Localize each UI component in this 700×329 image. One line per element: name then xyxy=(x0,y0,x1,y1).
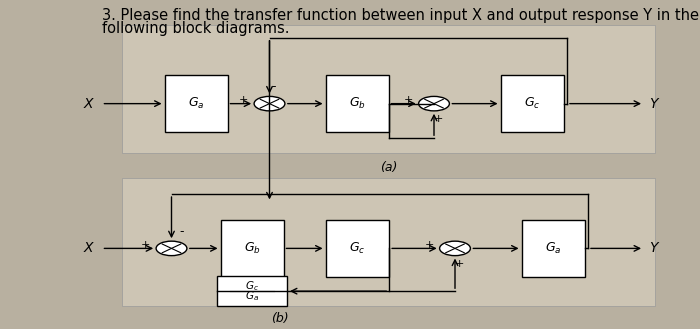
Bar xyxy=(522,220,584,277)
Bar xyxy=(220,220,284,277)
Text: 3. Please find the transfer function between input X and output response Y in th: 3. Please find the transfer function bet… xyxy=(102,8,699,23)
Circle shape xyxy=(254,96,285,111)
Text: -: - xyxy=(272,80,276,93)
Text: (b): (b) xyxy=(271,312,289,325)
Bar xyxy=(122,178,654,306)
Text: +: + xyxy=(141,240,150,250)
Text: (a): (a) xyxy=(380,161,397,174)
Text: X: X xyxy=(83,241,93,255)
Bar xyxy=(326,75,388,132)
Bar xyxy=(217,276,287,306)
Bar xyxy=(164,75,228,132)
Bar xyxy=(122,25,654,153)
Text: Y: Y xyxy=(650,241,658,255)
Text: $G_{b}$: $G_{b}$ xyxy=(244,241,260,256)
Circle shape xyxy=(156,241,187,256)
Text: +: + xyxy=(455,259,464,269)
Text: -: - xyxy=(179,225,183,238)
Text: $G_{b}$: $G_{b}$ xyxy=(349,96,365,111)
Circle shape xyxy=(419,96,449,111)
Text: +: + xyxy=(434,114,443,124)
Text: $G_{c}$: $G_{c}$ xyxy=(524,96,540,111)
Text: $G_c$: $G_c$ xyxy=(245,279,259,293)
Text: $G_{a}$: $G_{a}$ xyxy=(188,96,204,111)
Text: $G_a$: $G_a$ xyxy=(245,290,259,303)
Text: +: + xyxy=(239,95,248,105)
Text: following block diagrams.: following block diagrams. xyxy=(102,21,289,37)
Text: X: X xyxy=(83,97,93,111)
Text: Y: Y xyxy=(650,97,658,111)
Text: +: + xyxy=(425,240,434,250)
Bar xyxy=(500,75,564,132)
Circle shape xyxy=(440,241,470,256)
Bar xyxy=(326,220,388,277)
Text: $G_{c}$: $G_{c}$ xyxy=(349,241,365,256)
Text: +: + xyxy=(404,95,413,105)
Text: $G_{a}$: $G_{a}$ xyxy=(545,241,561,256)
